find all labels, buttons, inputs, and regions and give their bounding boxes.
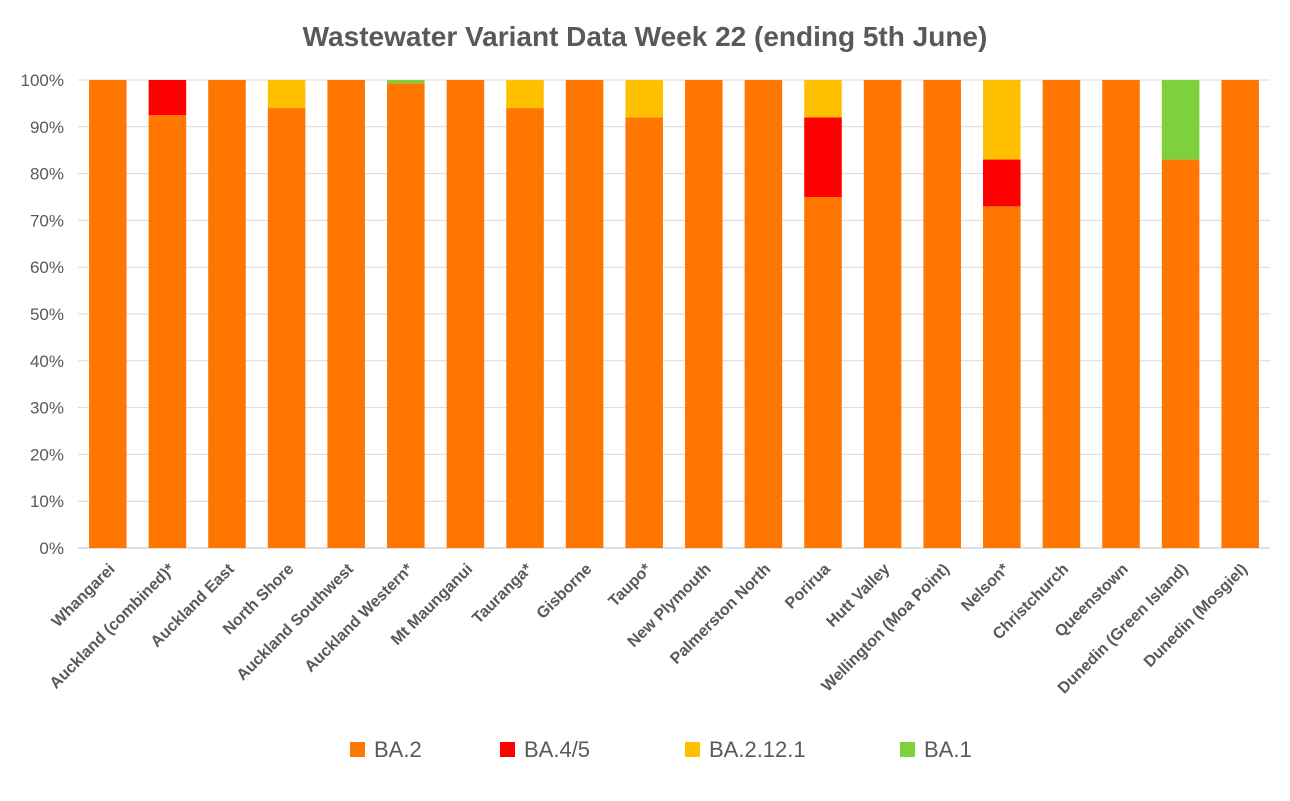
bar-segment xyxy=(804,80,842,118)
bar-segment xyxy=(267,80,306,109)
bar-segment xyxy=(387,80,425,84)
bar-segment xyxy=(863,80,902,548)
x-tick-label: Auckland Western* xyxy=(302,560,417,675)
bar-segment xyxy=(327,80,365,548)
bar-segment xyxy=(1042,80,1081,548)
x-tick-label: Taupo* xyxy=(606,560,656,610)
y-tick-label: 20% xyxy=(30,445,64,464)
y-tick-label: 90% xyxy=(30,118,64,137)
x-tick-label: Auckland Southwest xyxy=(234,560,358,684)
bar-segment xyxy=(506,80,544,109)
x-tick-label: Nelson* xyxy=(958,560,1013,615)
bar-segment xyxy=(208,80,246,548)
legend-swatch xyxy=(685,742,700,757)
legend-label: BA.4/5 xyxy=(524,737,590,762)
bar-segment xyxy=(744,80,783,548)
bar-segment xyxy=(625,117,663,548)
legend-swatch xyxy=(350,742,365,757)
y-tick-label: 70% xyxy=(30,211,64,230)
bar-segment xyxy=(387,83,425,548)
gridlines xyxy=(78,79,1270,549)
bar-segment xyxy=(1221,80,1259,548)
bar-segment xyxy=(685,80,723,548)
bar-segment xyxy=(983,206,1021,549)
legend-label: BA.2.12.1 xyxy=(709,737,806,762)
bar-segment xyxy=(148,80,187,116)
bar-segment xyxy=(923,80,961,548)
y-tick-label: 100% xyxy=(21,71,64,90)
y-tick-label: 60% xyxy=(30,258,64,277)
bar-segment xyxy=(446,80,485,548)
bar-segment xyxy=(89,80,127,548)
bar-segment xyxy=(983,80,1021,160)
legend-swatch xyxy=(500,742,515,757)
bar-segment xyxy=(1102,80,1140,548)
y-tick-label: 0% xyxy=(39,539,64,558)
y-tick-label: 50% xyxy=(30,305,64,324)
x-tick-label: Wellington (Moa Point) xyxy=(819,561,953,695)
legend-swatch xyxy=(900,742,915,757)
chart-title: Wastewater Variant Data Week 22 (ending … xyxy=(303,21,988,52)
x-tick-label: Palmerston North xyxy=(667,561,774,668)
bar-segment xyxy=(565,80,604,548)
y-tick-label: 10% xyxy=(30,492,64,511)
bar-segment xyxy=(1161,80,1200,160)
y-tick-label: 80% xyxy=(30,165,64,184)
x-tick-label: Tauranga* xyxy=(469,560,536,627)
y-axis-ticks: 0% 10% 20% 30% 40% 50% 60% 70% 80% 90% 100% xyxy=(21,71,64,558)
bar-segment xyxy=(804,197,842,548)
x-tick-label: Gisborne xyxy=(534,561,596,623)
bar-segment xyxy=(267,108,306,548)
bar-segment xyxy=(506,108,544,548)
x-tick-label: Dunedin (Mosgiel) xyxy=(1141,561,1251,671)
legend-label: BA.1 xyxy=(924,737,972,762)
bar-segment xyxy=(625,80,663,118)
bars xyxy=(89,80,1259,549)
bar-segment xyxy=(804,117,842,197)
legend-label: BA.2 xyxy=(374,737,422,762)
y-tick-label: 30% xyxy=(30,399,64,418)
y-tick-label: 40% xyxy=(30,352,64,371)
legend: BA.2 BA.4/5 BA.2.12.1 BA.1 xyxy=(350,737,972,762)
bar-segment xyxy=(148,115,187,548)
bar-segment xyxy=(983,159,1021,207)
bar-segment xyxy=(1161,159,1200,548)
x-tick-label: Porirua xyxy=(782,561,834,613)
